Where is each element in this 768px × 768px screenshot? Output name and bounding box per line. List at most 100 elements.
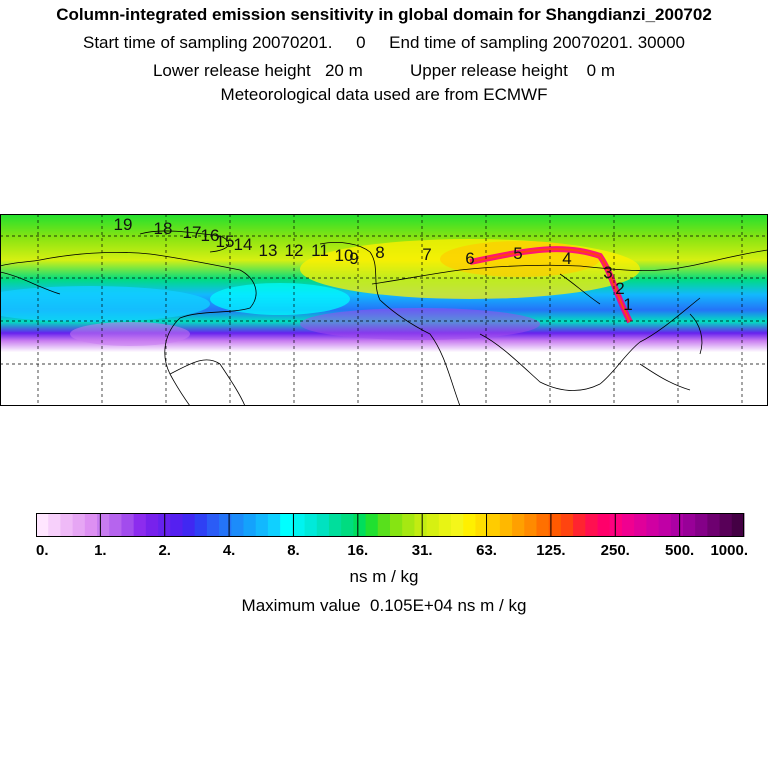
colorbar-cell [219,513,232,537]
colorbar-cell [609,513,623,537]
colorbar-cell [707,513,720,537]
colorbar-cell [280,513,293,537]
colorbar-cell [292,513,305,537]
colorbar-cell [402,513,415,537]
maximum-value: Maximum value 0.105E+04 ns m / kg [241,596,527,615]
met-data-line: Meteorological data used are from ECMWF [220,85,548,104]
plot-title: Column-integrated emission sensitivity i… [56,5,712,24]
colorbar-cell [304,513,318,537]
colorbar-cell [621,513,635,537]
colorbar-cell [524,513,537,537]
colorbar-cell [414,513,428,537]
colorbar-cell [48,513,61,537]
colorbar-cell [328,513,342,537]
colorbar-cell [585,513,598,537]
trajectory-label: 6 [465,249,474,268]
colorbar-cell [536,513,550,537]
colorbar-cell [560,513,574,537]
lat-lon-grid [0,214,768,406]
colorbar-cell [499,513,513,537]
sampling-time-line: Start time of sampling 20070201. 0 End t… [83,33,685,52]
colorbar-cell [682,513,696,537]
trajectory-label: 4 [562,249,571,268]
colorbar-cell [109,513,122,537]
colorbar-cell [390,513,403,537]
trajectory-label: 19 [114,215,133,234]
colorbar-cell [365,513,379,537]
mid-sensitivity-region [0,286,210,322]
colorbar-cell [719,513,733,537]
colorbar-tick-label: 2. [158,542,171,559]
colorbar-cell [670,513,684,537]
coastlines [0,230,768,406]
trajectory-label: 17 [183,223,202,242]
colorbar-cell [206,513,220,537]
colorbar-cell [658,513,672,537]
colorbar-tick-label: 125. [536,542,565,559]
colorbar-cell [72,513,86,537]
colorbar-tick-label: 31. [412,542,433,559]
release-height-line: Lower release height 20 m Upper release … [152,61,616,80]
colorbar-cell [145,513,159,537]
colorbar-cell [316,513,330,537]
colorbar-cell [451,513,464,537]
colorbar-tick-label: 16. [347,542,368,559]
colorbar-frame [36,513,744,537]
colorbar-tick-label: 63. [476,542,497,559]
colorbar-tick-label: 1000. [710,542,748,559]
colorbar-cell [255,513,269,537]
low-sensitivity-region [70,322,190,346]
colorbar: 0. 1. 2. 4. 8. 16. 31. 63. 125. 250. 500. 1000. [36,513,748,559]
trajectory-label: 14 [234,235,253,254]
colorbar-cell [182,513,196,537]
colorbar-cell [695,513,708,537]
colorbar-cell [231,513,244,537]
trajectory-label: 11 [311,241,329,260]
colorbar-tick-label: 8. [287,542,300,559]
trajectory-label: 5 [513,244,522,263]
colorbar-cell [353,513,366,537]
colorbar-cell [573,513,586,537]
trajectory-label: 16 [201,226,220,245]
high-sensitivity-track-core [469,248,631,323]
mid-sensitivity-region [210,283,350,315]
trajectory-label: 1 [623,295,632,314]
colorbar-cell [377,513,391,537]
colorbar-tick-label: 4. [223,542,236,559]
trajectory-label: 10 [335,246,354,265]
colorbar-tick-label: 0. [36,542,49,559]
trajectory-label: 12 [285,241,304,260]
trajectory-label: 3 [603,263,612,282]
colorbar-tick-label: 500. [665,542,694,559]
trajectory-label: 13 [259,241,278,260]
trajectory-label: 18 [154,219,173,238]
trajectory-label: 2 [615,279,624,298]
colorbar-tick-label: 250. [601,542,630,559]
trajectory-label: 15 [216,232,235,251]
colorbar-cell [634,513,647,537]
colorbar-cell [84,513,98,537]
colorbar-cell [487,513,501,537]
colorbar-cell [646,513,659,537]
colorbar-cell [267,513,281,537]
colorbar-cell [463,513,476,537]
colorbar-cell [121,513,135,537]
colorbar-cell [36,513,49,537]
colorbar-cell [438,513,452,537]
low-sensitivity-region [300,308,540,340]
colorbar-cell [194,513,208,537]
trajectory-label: 9 [349,249,358,268]
colorbar-cell [341,513,354,537]
colorbar-cell [97,513,110,537]
colorbar-cell [548,513,562,537]
colorbar-cell [243,513,257,537]
colorbar-cell [512,513,525,537]
trajectory-label: 7 [422,245,431,264]
colorbar-cell [731,513,745,537]
colorbar-cell [60,513,74,537]
colorbar-cell [597,513,611,537]
trajectory-label: 8 [375,243,384,262]
colorbar-cell [170,513,183,537]
